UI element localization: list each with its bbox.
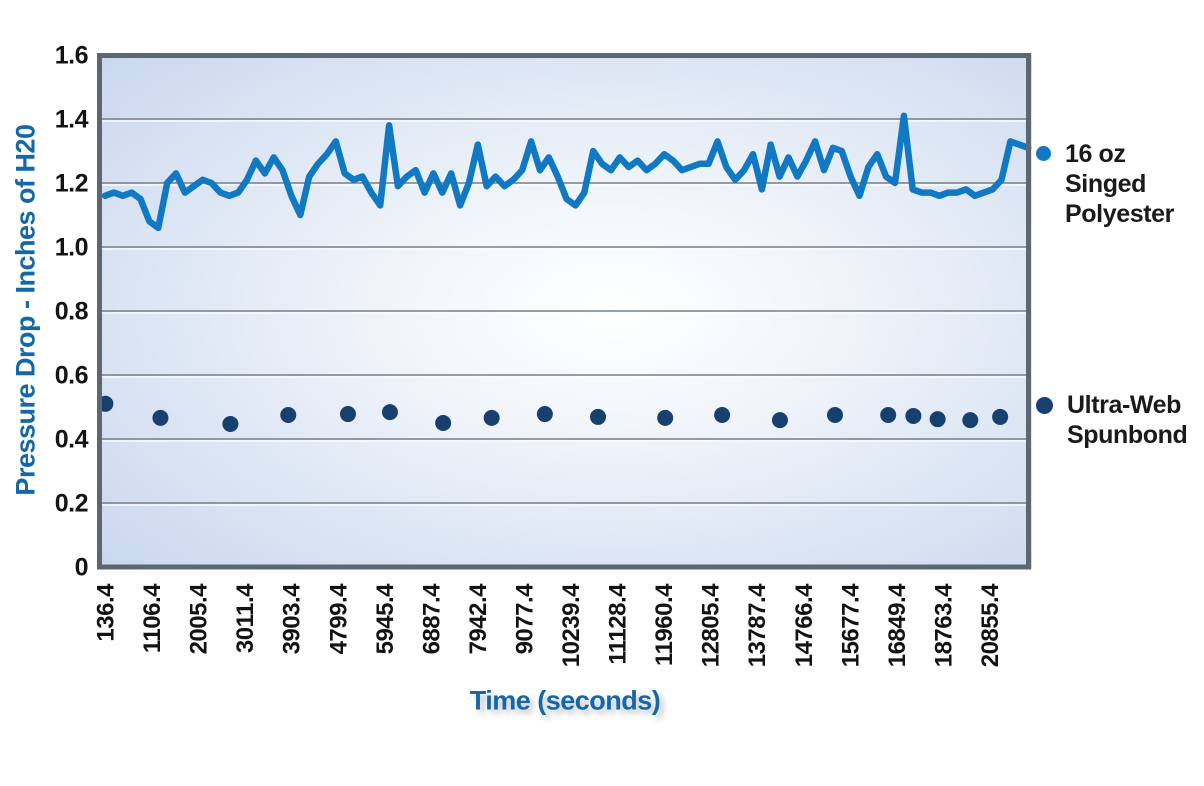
scatter-point <box>590 408 607 425</box>
scatter-point <box>929 411 946 428</box>
scatter-point <box>905 407 922 424</box>
scatter-point <box>962 412 979 429</box>
y-tick-label: 0 <box>75 554 88 582</box>
y-tick-label: 0.2 <box>55 490 88 518</box>
x-tick-label: 136.4 <box>93 583 120 642</box>
scatter-point <box>880 407 897 423</box>
x-tick-label: 18763.4 <box>930 583 957 667</box>
scatter-point <box>771 412 788 429</box>
y-tick-label: 0.6 <box>55 362 88 390</box>
y-tick-label: 1.6 <box>55 42 88 70</box>
x-tick-label: 20855.4 <box>977 583 1004 667</box>
scatter-point <box>222 415 239 432</box>
legend-entry-ultra-web: Ultra-Web Spunbond <box>1036 390 1188 450</box>
line-series <box>101 112 1032 232</box>
y-axis-title: Pressure Drop - Inches of H20 <box>10 124 41 496</box>
x-tick-label: 1106.4 <box>139 583 166 653</box>
scatter-point <box>435 415 452 431</box>
x-tick-label: 11128.4 <box>605 583 632 665</box>
scatter-point <box>714 407 731 423</box>
scatter-point <box>381 404 398 421</box>
scatter-point <box>992 408 1009 425</box>
x-tick-label: 7942.4 <box>465 583 492 655</box>
x-tick-label: 3011.4 <box>232 583 259 653</box>
y-tick-label: 0.4 <box>55 426 89 454</box>
scatter-point <box>536 406 553 423</box>
scatter-point <box>657 409 674 426</box>
x-tick-label: 9077.4 <box>511 583 538 655</box>
x-tick-label: 10239.4 <box>558 583 585 667</box>
y-tick-label: 0.8 <box>55 298 89 326</box>
x-tick-label: 5945.4 <box>372 583 399 655</box>
x-tick-label: 4799.4 <box>325 583 352 655</box>
x-tick-label: 16849.4 <box>884 583 911 667</box>
legend-label-singed-polyester: 16 oz Singed Polyester <box>1065 140 1174 228</box>
x-tick-label: 11960.4 <box>651 583 678 666</box>
legend-entry-singed-polyester: 16 oz Singed Polyester <box>1036 139 1174 229</box>
legend-label-ultra-web: Ultra-Web Spunbond <box>1067 391 1188 449</box>
x-tick-label: 6887.4 <box>418 583 445 655</box>
scatter-point <box>152 409 169 426</box>
plot-border <box>97 53 1031 570</box>
y-tick-label: 1.2 <box>55 170 88 198</box>
x-tick-label: 3903.4 <box>279 583 306 655</box>
x-tick-label: 13787.4 <box>744 583 771 667</box>
scatter-point <box>339 406 356 423</box>
legend-dot-icon <box>1036 397 1053 414</box>
x-tick-label: 2005.4 <box>186 583 213 655</box>
scatter-point <box>483 409 500 426</box>
x-axis-title: Time (seconds) <box>469 685 661 716</box>
scatter-point <box>280 407 297 423</box>
x-tick-label: 14766.4 <box>791 583 818 667</box>
scatter-point <box>827 407 844 423</box>
y-tick-label: 1.0 <box>55 234 88 262</box>
y-tick-label: 1.4 <box>55 106 89 134</box>
x-tick-label: 15677.4 <box>837 583 864 667</box>
legend-dot-icon <box>1036 146 1051 161</box>
x-tick-label: 12805.4 <box>698 583 725 667</box>
